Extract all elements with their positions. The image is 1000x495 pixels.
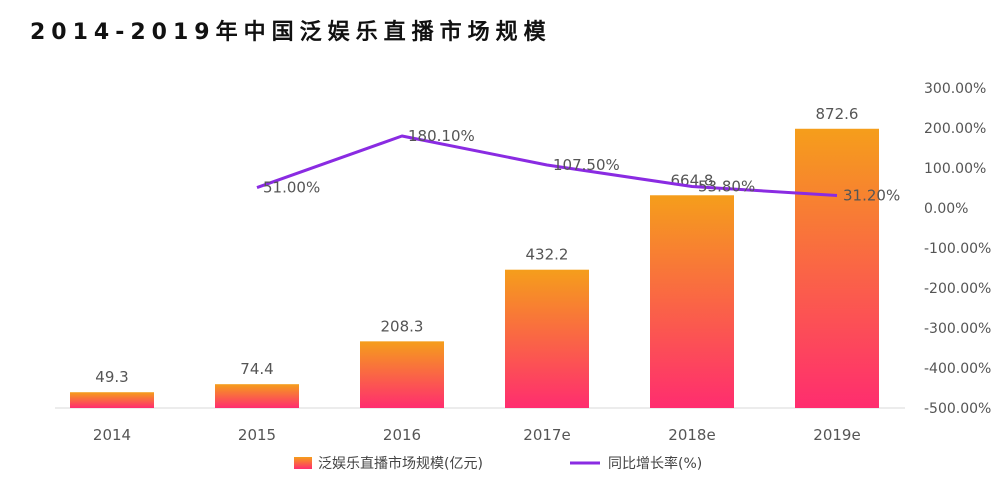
bar-value-label: 208.3 <box>381 317 424 335</box>
bar-value-label: 872.6 <box>816 105 859 123</box>
growth-rate-label: 53.80% <box>698 177 755 195</box>
bar-2016 <box>360 341 444 408</box>
growth-rate-label: 51.00% <box>263 179 320 197</box>
bar-value-label: 432.2 <box>526 246 569 264</box>
x-tick-label: 2014 <box>93 426 131 444</box>
bar-value-label: 49.3 <box>95 368 128 386</box>
legend-label-bar: 泛娱乐直播市场规模(亿元) <box>318 455 483 472</box>
x-tick-label: 2016 <box>383 426 421 444</box>
bar-2019e <box>795 128 879 408</box>
bar-2015 <box>215 384 299 408</box>
right-axis-tick-label: 0.00% <box>924 201 968 217</box>
legend-swatch-bar <box>294 457 312 469</box>
right-axis-tick-label: 200.00% <box>924 121 986 137</box>
x-tick-label: 2018e <box>668 426 715 444</box>
right-axis-tick-label: -100.00% <box>924 241 991 257</box>
right-axis-tick-label: -200.00% <box>924 281 991 297</box>
right-axis-tick-label: -500.00% <box>924 401 991 417</box>
x-tick-label: 2019e <box>813 426 860 444</box>
growth-rate-label: 107.50% <box>553 156 620 174</box>
growth-rate-line <box>256 134 838 197</box>
right-axis-tick-label: -300.00% <box>924 321 991 337</box>
right-axis-tick-label: 100.00% <box>924 161 986 177</box>
bar-2018e <box>650 195 734 408</box>
right-axis-tick-label: -400.00% <box>924 361 991 377</box>
legend-label-line: 同比增长率(%) <box>608 455 702 472</box>
x-tick-label: 2017e <box>523 426 570 444</box>
x-tick-label: 2015 <box>238 426 276 444</box>
bar-2014 <box>70 392 154 408</box>
growth-rate-label: 31.20% <box>843 187 900 205</box>
right-axis-tick-label: 300.00% <box>924 81 986 97</box>
bar-value-label: 74.4 <box>240 360 273 378</box>
bar-2017e <box>505 269 589 408</box>
chart-title: 2014-2019年中国泛娱乐直播市场规模 <box>30 20 552 45</box>
growth-rate-label: 180.10% <box>408 127 475 145</box>
legend: 泛娱乐直播市场规模(亿元) 同比增长率(%) <box>294 455 702 472</box>
